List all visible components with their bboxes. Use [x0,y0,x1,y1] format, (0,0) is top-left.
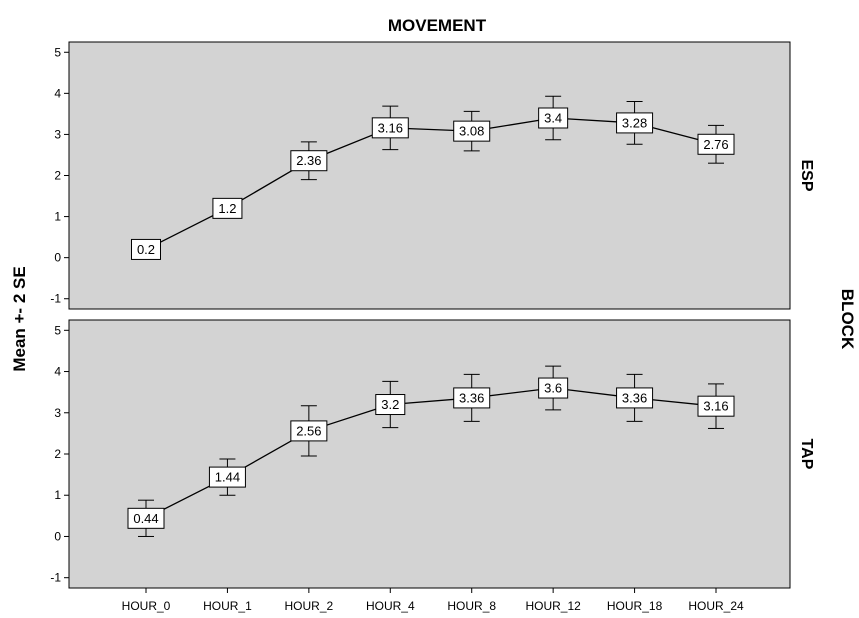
data-point-box [212,197,243,219]
y-tick-label: 1 [54,210,61,224]
data-point-box [375,394,406,416]
data-label: 0.2 [137,242,155,257]
data-label: 0.44 [133,511,158,526]
data-label: 3.4 [544,110,562,125]
data-point-box [538,107,569,129]
data-label: 3.28 [622,115,647,130]
data-label: 3.6 [544,381,562,396]
data-point-box [616,112,654,134]
data-label: 3.36 [459,390,484,405]
facet-strip-label: ESP [798,159,815,191]
x-tick-label: HOUR_12 [525,599,581,613]
data-label: 1.2 [218,201,236,216]
y-tick-label: 5 [54,45,61,59]
y-tick-label: 3 [54,406,61,420]
data-label: 3.36 [622,390,647,405]
x-tick-label: HOUR_18 [607,599,663,613]
x-tick-label: HOUR_0 [122,599,171,613]
y-tick-label: 4 [54,365,61,379]
y-tick-label: 0 [54,251,61,265]
y-axis-label: Mean +- 2 SE [10,266,29,371]
y-tick-label: -1 [50,292,61,306]
x-tick-label: HOUR_24 [688,599,744,613]
data-label: 2.56 [296,423,321,438]
data-label: 3.08 [459,124,484,139]
data-label: 3.16 [703,399,728,414]
data-point-box [208,466,246,488]
data-label: 3.16 [378,120,403,135]
data-point-box [127,507,165,529]
y-tick-label: 4 [54,86,61,100]
data-point-box [538,377,569,399]
x-tick-label: HOUR_1 [203,599,252,613]
data-point-box [616,387,654,409]
data-point-box [453,387,491,409]
data-point-box [697,133,735,155]
y-tick-label: 0 [54,529,61,543]
y-tick-label: 5 [54,323,61,337]
panel-esp: -1 0 1 2 3 4 5 ESP 0.2 1.2 2.36 3.16 3.08 3.4 3.28 2.76 [50,41,815,310]
data-point-box [371,117,409,139]
x-axis-ticks: HOUR_0 HOUR_1 HOUR_2 HOUR_4 HOUR_8 HOUR_12 HOU… [122,588,744,613]
data-label: 1.44 [215,470,240,485]
x-tick-label: HOUR_4 [366,599,415,613]
y-tick-label: 3 [54,127,61,141]
x-tick-label: HOUR_2 [285,599,334,613]
data-point-box [131,238,161,260]
data-point-box [453,120,491,142]
panel-background [68,319,791,589]
facet-label-block: BLOCK [838,289,857,350]
y-tick-label: 2 [54,169,61,183]
data-point-box [697,395,735,417]
chart-title: MOVEMENT [388,16,487,35]
facet-strip-label: TAP [798,439,815,470]
data-point-box [290,150,328,172]
y-tick-label: 2 [54,447,61,461]
panels-group: -1 0 1 2 3 4 5 ESP 0.2 1.2 2.36 3.16 3.08 3.4 3.28 2.76… [50,41,815,589]
x-tick-label: HOUR_8 [447,599,496,613]
data-point-box [290,420,328,442]
panel-tap: -1 0 1 2 3 4 5 TAP 0.44 1.44 2.56 3.2 3.36 3.6 3.36 3.1… [50,319,815,589]
y-tick-label: 1 [54,488,61,502]
data-label: 2.76 [703,137,728,152]
panel-background [68,41,791,310]
data-label: 2.36 [296,153,321,168]
y-tick-label: -1 [50,571,61,585]
data-label: 3.2 [381,397,399,412]
